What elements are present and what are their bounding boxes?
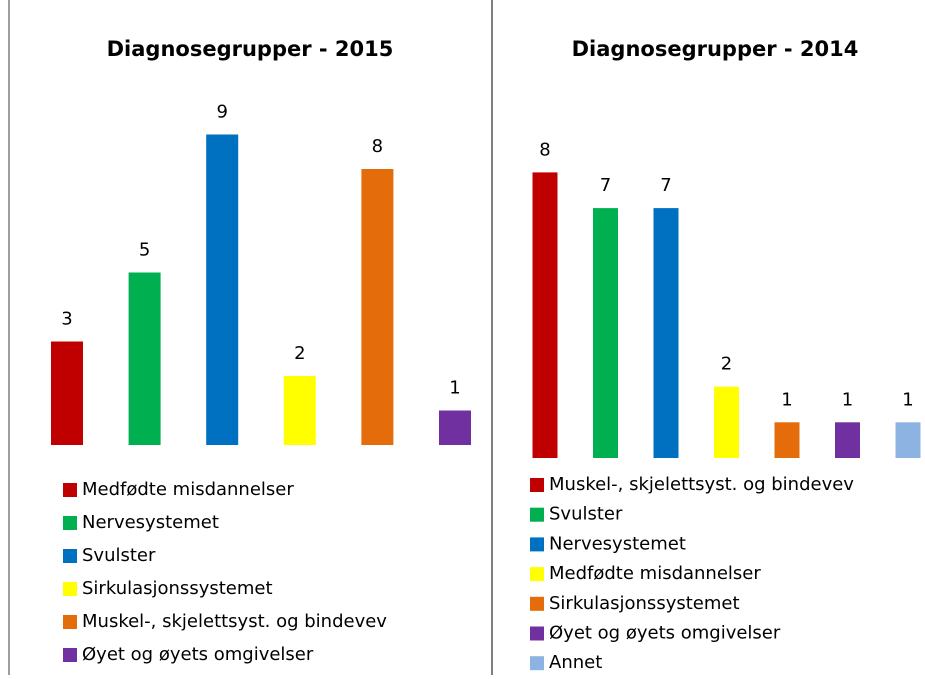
legend-swatch — [530, 596, 544, 611]
value-label: 1 — [902, 389, 913, 410]
value-label: 8 — [372, 136, 383, 157]
legend-label: Øyet og øyets omgivelser — [549, 623, 781, 644]
legend-swatch — [530, 656, 544, 671]
legend-label: Svulster — [549, 504, 623, 525]
bar — [51, 341, 83, 445]
value-label: 3 — [61, 309, 72, 330]
legend-label: Medfødte misdannelser — [82, 479, 294, 500]
value-label: 1 — [781, 389, 792, 410]
legend-swatch — [63, 549, 77, 563]
chart-title: Diagnosegrupper - 2014 — [572, 37, 859, 61]
bar — [128, 272, 161, 445]
legend-swatch — [63, 648, 77, 662]
legend-label: Svulster — [82, 545, 156, 566]
bar — [283, 376, 316, 445]
bar — [653, 208, 679, 458]
legend-swatch — [530, 567, 544, 582]
bar — [439, 410, 471, 445]
legend-swatch — [63, 516, 77, 530]
legend-swatch — [530, 507, 544, 522]
bar — [895, 422, 921, 458]
legend-label: Sirkulasjonssystemet — [82, 578, 273, 599]
bar — [532, 172, 558, 458]
legend-swatch — [63, 582, 77, 596]
legend-label: Øyet og øyets omgivelser — [82, 644, 314, 665]
legend-label: Muskel-, skjelettsyst. og bindevev — [549, 474, 854, 495]
legend-label: Annet — [549, 652, 602, 673]
value-label: 7 — [600, 175, 611, 196]
value-label: 7 — [660, 175, 671, 196]
bar — [361, 169, 394, 445]
legend-swatch — [63, 615, 77, 629]
value-label: 2 — [294, 343, 305, 364]
legend-label: Nervesystemet — [549, 533, 686, 554]
legend-label: Muskel-, skjelettsyst. og bindevev — [82, 611, 387, 632]
bar — [206, 134, 239, 445]
value-label: 5 — [139, 240, 150, 261]
legend-label: Nervesystemet — [82, 512, 219, 533]
value-label: 1 — [449, 378, 460, 399]
bar — [714, 386, 739, 458]
legend-swatch — [530, 478, 544, 492]
legend-swatch — [530, 626, 544, 641]
bar — [593, 208, 618, 458]
value-label: 8 — [539, 139, 550, 160]
legend-label: Sirkulasjonssystemet — [549, 593, 740, 614]
bar — [774, 422, 800, 458]
legend-label: Medfødte misdannelser — [549, 563, 761, 584]
value-label: 2 — [721, 354, 732, 375]
chart-title: Diagnosegrupper - 2015 — [107, 37, 394, 61]
value-label: 9 — [216, 102, 227, 123]
value-label: 1 — [842, 389, 853, 410]
legend-swatch — [63, 483, 77, 497]
legend-swatch — [530, 537, 544, 552]
bar — [835, 422, 860, 458]
